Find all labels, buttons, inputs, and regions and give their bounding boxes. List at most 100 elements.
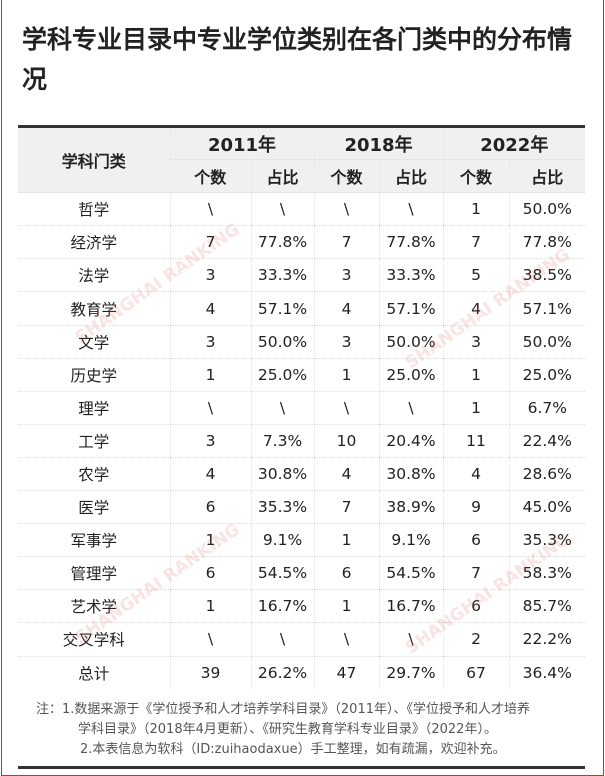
count-cell: 4 [313,291,380,326]
ratio-cell: 16.7% [378,589,444,624]
count-cell: 6 [442,589,510,624]
ratio-cell: 22.2% [508,622,586,657]
ratio-cell: 26.2% [250,656,315,690]
ratio-cell: 38.9% [378,490,444,525]
ratio-cell: 7.3% [250,424,315,458]
count-cell: 1 [442,391,510,425]
ratio-cell: 25.0% [508,358,586,392]
category-cell: 总计 [78,664,110,683]
count-cell: 4 [442,291,510,326]
table-row: 文学 3 50.0% 3 50.0% 3 50.0% [18,325,586,359]
ratio-cell: 50.0% [250,325,315,359]
ratio-cell: 25.0% [378,358,444,392]
category-cell: 经济学 [18,225,170,260]
count-cell: 4 [442,457,510,492]
count-cell: 10 [313,424,380,458]
category-cell: 工学 [18,424,170,458]
ratio-cell: \ [250,192,315,227]
count-cell: 11 [442,424,510,458]
count-cell: 1 [313,589,380,624]
ratio-cell: 29.7% [378,656,444,690]
count-cell: 7 [169,225,251,260]
count-cell: 5 [442,258,510,293]
count-cell: \ [313,391,380,425]
count-cell: 3 [169,325,251,359]
ratio-cell: 57.1% [508,291,586,326]
category-cell: 哲学 [18,192,170,227]
header-year-2022: 2022年 [442,126,586,161]
count-cell: 7 [442,225,510,260]
count-cell: 1 [169,589,251,624]
header-ratio: 占比 [508,159,586,194]
ratio-cell: 77.8% [508,225,586,260]
count-cell: 47 [313,656,380,690]
category-cell: 法学 [18,258,170,293]
table-row: 农学 4 30.8% 4 30.8% 4 28.6% [18,457,586,492]
ratio-cell: 58.3% [508,556,586,591]
count-cell: 7 [442,556,510,591]
ratio-cell: 16.7% [250,589,315,624]
count-cell: 6 [169,490,251,525]
count-cell: 1 [313,523,380,558]
distribution-table: 学科门类 2011年 2018年 2022年 个数 占比 个数 占比 个数 占比… [18,125,586,690]
table-row: 医学 6 35.3% 7 38.9% 9 45.0% [18,490,586,525]
category-cell: 艺术学 [18,589,170,624]
table-row: 军事学 1 9.1% 1 9.1% 6 35.3% [18,523,586,558]
note-line: 学科目录》（2018年4月更新）、《研究生教育学科专业目录》（2022年）。 [78,722,497,737]
ratio-cell: 6.7% [508,391,586,425]
header-ratio: 占比 [378,159,444,194]
ratio-cell: 38.5% [508,258,586,293]
count-cell: \ [169,622,251,657]
category-cell: 军事学 [18,523,170,558]
category-cell: 交叉学科 [18,622,170,657]
count-cell: 7 [313,490,380,525]
count-cell: 3 [313,258,380,293]
count-cell: 3 [169,424,251,458]
header-category: 学科门类 [18,126,170,194]
ratio-cell: \ [250,391,315,425]
note-line: 注：1.数据来源于《学位授予和人才培养学科目录》（2011年）、《学位授予和人才… [36,702,530,717]
count-cell: 6 [313,556,380,591]
table-row: 总计 39 26.2% 47 29.7% 67 36.4% [18,656,586,690]
header-year-2018: 2018年 [313,126,444,161]
count-cell: 67 [442,656,510,690]
count-cell: \ [169,192,251,227]
note-line: 2.本表信息为软科（ID:zuihaodaxue）手工整理，如有疏漏，欢迎补充。 [80,742,506,757]
ratio-cell: 85.7% [508,589,586,624]
count-cell: 1 [313,358,380,392]
ratio-cell: \ [378,622,444,657]
header-ratio: 占比 [250,159,315,194]
count-cell: 1 [442,358,510,392]
count-cell: \ [169,391,251,425]
table-row: 教育学 4 57.1% 4 57.1% 4 57.1% [18,291,586,326]
count-cell: 1 [169,523,251,558]
count-cell: 3 [169,258,251,293]
ratio-cell: 57.1% [250,291,315,326]
count-cell: 2 [442,622,510,657]
ratio-cell: \ [378,192,444,227]
count-cell: 6 [442,523,510,558]
count-cell: 39 [169,656,251,690]
ratio-cell: 33.3% [250,258,315,293]
ratio-cell: 30.8% [378,457,444,492]
count-cell: 4 [169,457,251,492]
table-row: 法学 3 33.3% 3 33.3% 5 38.5% [18,258,586,293]
count-cell: 9 [442,490,510,525]
page-title: 学科专业目录中专业学位类别在各门类中的分布情况 [22,25,573,94]
ratio-cell: 35.3% [250,490,315,525]
ratio-cell: 54.5% [378,556,444,591]
category-cell: 管理学 [18,556,170,591]
ratio-cell: 77.8% [378,225,444,260]
table-row: 历史学 1 25.0% 1 25.0% 1 25.0% [18,358,586,392]
table-row: 理学 \ \ \ \ 1 6.7% [18,391,586,425]
count-cell: 1 [442,192,510,227]
ratio-cell: 57.1% [378,291,444,326]
ratio-cell: \ [250,622,315,657]
ratio-cell: 54.5% [250,556,315,591]
category-cell: 文学 [18,325,170,359]
count-cell: 4 [169,291,251,326]
header-count: 个数 [170,159,251,194]
table-row: 工学 3 7.3% 10 20.4% 11 22.4% [18,424,586,458]
category-cell: 医学 [18,490,170,525]
count-cell: 1 [169,358,251,392]
